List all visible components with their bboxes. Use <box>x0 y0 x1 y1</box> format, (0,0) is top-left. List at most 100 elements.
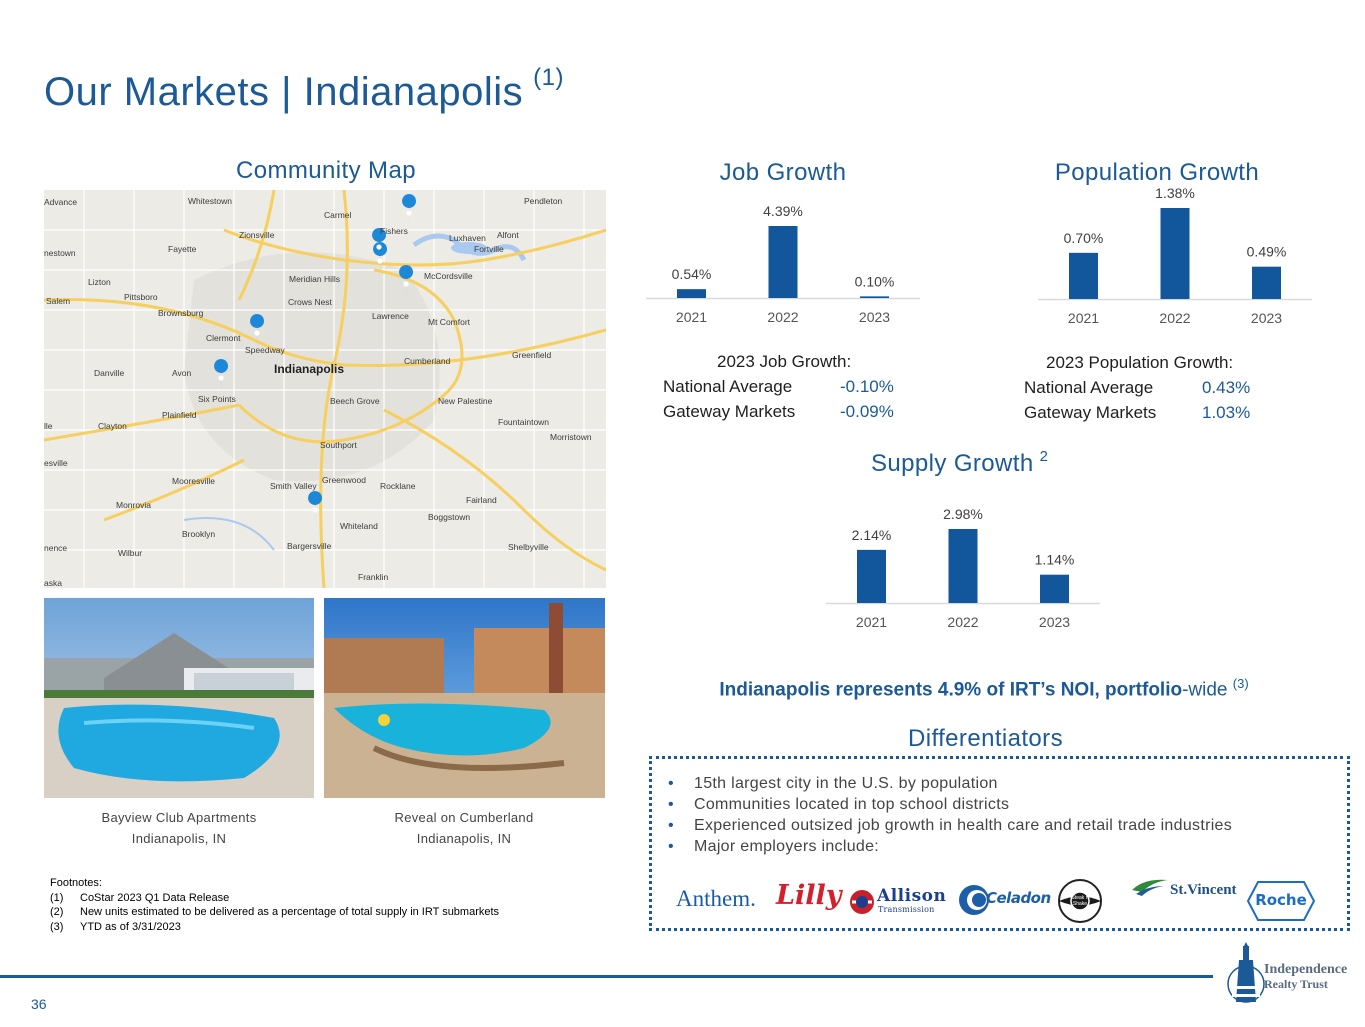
supply-chart-data-label: 2.98% <box>943 506 983 522</box>
reveal-name: Reveal on Cumberland <box>394 810 534 825</box>
footnotes: Footnotes: (1) CoStar 2023 Q1 Data Releas… <box>50 876 499 934</box>
supply-chart-bar <box>1040 574 1069 603</box>
anthem-logo-text: Anthem. <box>676 886 756 911</box>
map-label: Fishers <box>380 226 408 236</box>
page-title-footnote-marker: (1) <box>533 64 564 91</box>
community-map-heading: Community Map <box>236 157 416 184</box>
map-label: Cumberland <box>404 356 451 366</box>
job-growth-stats-title: 2023 Job Growth: <box>717 352 852 371</box>
map-label: Wilbur <box>118 548 142 558</box>
map-label: Avon <box>172 368 191 378</box>
map-label: nence <box>44 543 67 553</box>
reveal-on-cumberland-photo <box>324 598 605 798</box>
celadon-logo: Celadon <box>958 878 1051 924</box>
bayview-name: Bayview Club Apartments <box>101 810 257 825</box>
company-logo: Independence Realty Trust <box>1226 942 1356 1010</box>
map-label: Shelbyville <box>508 542 549 552</box>
pop-national-value: 0.43% <box>1202 378 1251 397</box>
map-label: Zionsville <box>239 230 275 240</box>
supply-growth-heading-text: Supply Growth <box>871 450 1034 477</box>
map-label: Indianapolis <box>274 362 344 376</box>
map-label: Mooresville <box>172 476 215 486</box>
bayview-caption: Bayview Club Apartments Indianapolis, IN <box>44 807 314 849</box>
differentiators-heading: Differentiators <box>908 725 1063 752</box>
job-chart-data-label: 4.39% <box>763 203 803 219</box>
reveal-caption: Reveal on Cumberland Indianapolis, IN <box>329 807 599 849</box>
population-chart-bar <box>1252 266 1281 299</box>
map-label: Smith Valley <box>270 481 317 491</box>
map-label: Advance <box>44 197 77 207</box>
map-label: Greenfield <box>512 350 551 360</box>
noi-statement: Indianapolis represents 4.9% of IRT’s NO… <box>648 676 1320 701</box>
map-label: Fountaintown <box>498 417 549 427</box>
pop-national-label: National Average <box>1024 378 1154 397</box>
roche-logo-text: Roche <box>1255 891 1307 909</box>
map-label: Lawrence <box>372 311 409 321</box>
noi-bold-text: Indianapolis represents 4.9% of IRT’s NO… <box>719 679 1183 701</box>
supply-chart-tick-label: 2023 <box>1039 614 1070 630</box>
bayview-club-photo <box>44 598 314 798</box>
footnote-number: (1) <box>50 891 64 904</box>
steak-n-shake-logo: Steak n Shake <box>1057 878 1103 924</box>
footnote-text: New units estimated to be delivered as a… <box>80 906 500 918</box>
map-label: Franklin <box>358 572 389 582</box>
job-chart-bar <box>677 289 706 298</box>
community-map[interactable]: Whitestown Advance Zionsville Carmel Fis… <box>44 190 606 588</box>
population-chart-tick-label: 2021 <box>1068 310 1099 326</box>
job-growth-heading: Job Growth <box>719 159 847 186</box>
anthem-logo: Anthem. <box>676 878 768 924</box>
map-label: Danville <box>94 368 125 378</box>
map-label: Six Points <box>198 394 236 404</box>
population-growth-heading: Population Growth <box>1054 159 1260 186</box>
population-growth-stats-title: 2023 Population Growth: <box>1046 353 1234 372</box>
job-chart-data-label: 0.10% <box>855 273 895 289</box>
differentiator-item: Communities located in top school distri… <box>668 794 1232 815</box>
supply-chart-tick-label: 2021 <box>856 614 887 630</box>
map-label: Mt Comfort <box>428 317 471 327</box>
st-vincent-swoosh-icon <box>1132 879 1168 896</box>
page-number: 36 <box>31 996 47 1012</box>
map-label: Clayton <box>98 421 127 431</box>
map-label: Fayette <box>168 244 197 254</box>
map-label: Southport <box>320 440 357 450</box>
supply-growth-heading: Supply Growth 2 <box>826 448 1100 478</box>
steak-n-shake-emblem-icon <box>1058 879 1102 923</box>
st-vincent-logo-text: St.Vincent <box>1170 882 1237 898</box>
pop-gateway-value: 1.03% <box>1202 403 1251 422</box>
map-label: Rocklane <box>380 481 416 491</box>
supply-chart-bar <box>948 529 978 603</box>
supply-chart-data-label: 2.14% <box>852 527 892 543</box>
page-title: Our Markets | Indianapolis (1) <box>44 64 564 115</box>
steak-n-shake-logo-text: Steak n Shake <box>1071 895 1089 907</box>
allison-logo-text: Allison <box>877 886 947 906</box>
map-label: Plainfield <box>162 410 197 420</box>
population-chart-tick-label: 2023 <box>1251 310 1282 326</box>
job-gateway-value: -0.09% <box>840 402 894 421</box>
job-national-label: National Average <box>663 377 793 396</box>
differentiators-box: 15th largest city in the U.S. by populat… <box>649 756 1350 931</box>
roche-hexagon-icon <box>1246 881 1316 921</box>
map-label: Brownsburg <box>158 308 204 318</box>
job-growth-chart: 0.54% 2021 4.39% 2022 0.10% 2023 <box>646 203 920 325</box>
celadon-emblem-icon <box>959 885 989 915</box>
reveal-location: Indianapolis, IN <box>416 831 512 846</box>
population-growth-chart: 0.70% 2021 1.38% 2022 0.49% 2023 <box>1038 185 1312 326</box>
map-label: Lizton <box>88 277 111 287</box>
job-chart-tick-label: 2021 <box>676 309 707 325</box>
map-label: Whiteland <box>340 521 378 531</box>
differentiator-item: Experienced outsized job growth in healt… <box>668 815 1232 836</box>
supply-growth-chart: 2.14% 2021 2.98% 2022 1.14% 2023 <box>826 506 1100 630</box>
differentiator-item: 15th largest city in the U.S. by populat… <box>668 773 1232 794</box>
roche-logo: Roche <box>1246 878 1316 924</box>
job-chart-tick-label: 2022 <box>767 309 798 325</box>
page-title-text: Our Markets | Indianapolis <box>44 70 524 114</box>
population-chart-bar <box>1160 208 1190 299</box>
allison-logo: Allison Transmission <box>849 878 949 924</box>
map-label: Greenwood <box>322 475 366 485</box>
bayview-location: Indianapolis, IN <box>131 831 227 846</box>
map-label: Clermont <box>206 333 241 343</box>
population-chart-data-label: 0.49% <box>1247 244 1287 260</box>
supply-chart-bar <box>857 549 886 603</box>
map-label: New Palestine <box>438 396 493 406</box>
footnotes-heading: Footnotes: <box>50 877 102 889</box>
